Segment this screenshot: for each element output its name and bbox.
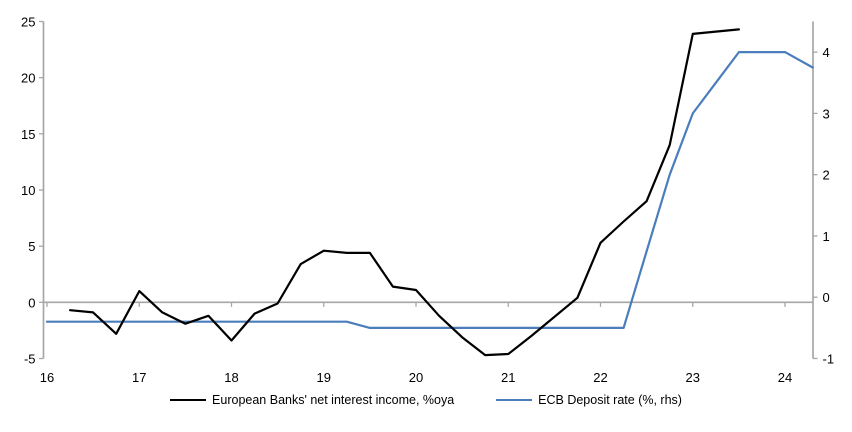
y-axis-left-tick-label: 0 xyxy=(28,295,35,310)
y-axis-right-tick-label: 0 xyxy=(823,290,830,305)
series-line-net-interest-income xyxy=(68,28,741,357)
x-axis-tick-label: 16 xyxy=(40,370,54,385)
y-axis-left-tick-label: 15 xyxy=(21,127,35,142)
y-axis-right-tick-label: 1 xyxy=(823,229,830,244)
y-axis-left-tick-label: 5 xyxy=(28,239,35,254)
y-axis-left-tick-label: 25 xyxy=(21,15,35,30)
legend-line-swatch-blue xyxy=(496,399,533,402)
x-axis-tick-label: 20 xyxy=(409,370,423,385)
y-axis-right-tick-label: 2 xyxy=(823,168,830,183)
x-axis-tick-label: 21 xyxy=(501,370,515,385)
x-axis-tick-label: 18 xyxy=(224,370,238,385)
y-axis-right-tick-label: 4 xyxy=(823,45,830,60)
y-axis-right-tick-label: -1 xyxy=(823,352,835,367)
series-line-ecb-deposit-rate xyxy=(45,50,814,329)
x-axis-tick-label: 24 xyxy=(778,370,792,385)
legend-label-net-interest-income: European Banks' net interest income, %oy… xyxy=(212,393,455,407)
x-axis-tick-label: 23 xyxy=(686,370,700,385)
x-axis-tick-label: 22 xyxy=(593,370,607,385)
y-axis-left-tick-label: 10 xyxy=(21,183,35,198)
y-axis-right-tick-label: 3 xyxy=(823,106,830,121)
legend-label-ecb-deposit-rate: ECB Deposit rate (%, rhs) xyxy=(538,393,682,407)
y-axis-left-tick-label: -5 xyxy=(24,352,36,367)
x-axis-tick-label: 19 xyxy=(317,370,331,385)
legend-item-net-interest-income: European Banks' net interest income, %oy… xyxy=(170,394,454,407)
legend-line-swatch-black xyxy=(170,399,207,402)
chart-legend: European Banks' net interest income, %oy… xyxy=(0,394,852,407)
x-axis-tick-label: 17 xyxy=(132,370,146,385)
legend-item-ecb-deposit-rate: ECB Deposit rate (%, rhs) xyxy=(496,394,682,407)
y-axis-left-tick-label: 20 xyxy=(21,71,35,86)
